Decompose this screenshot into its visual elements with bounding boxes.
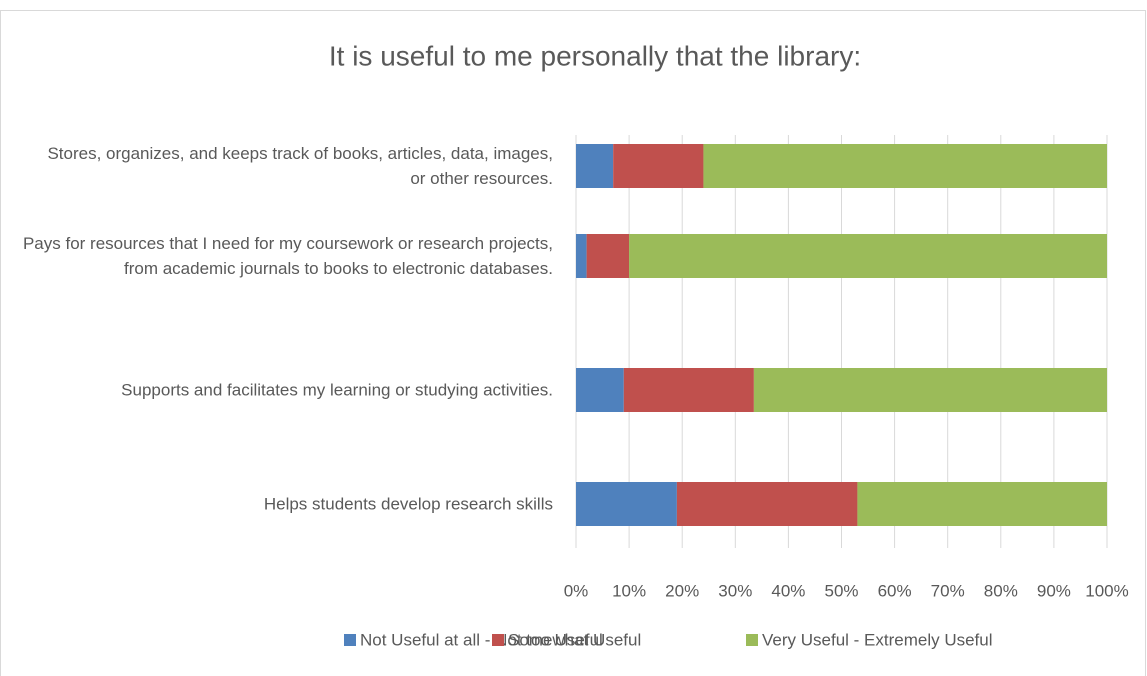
x-tick-label: 40% [771, 581, 805, 600]
chart-border [0, 10, 1146, 676]
x-tick-label: 10% [612, 581, 646, 600]
x-tick-label: 60% [878, 581, 912, 600]
bar-segment [753, 368, 1107, 412]
bar-segment [576, 482, 677, 526]
x-tick-label: 100% [1085, 581, 1128, 600]
y-tick-label: Helps students develop research skills [263, 494, 553, 514]
y-tick-label: Pays for resources that I need for my co… [22, 234, 553, 278]
x-tick-label: 0% [564, 581, 589, 600]
bar-segment [613, 144, 704, 188]
legend-swatch [746, 634, 758, 646]
bar-segment [857, 482, 1107, 526]
bar-segment [623, 368, 754, 412]
x-tick-label: 80% [984, 581, 1018, 600]
bar-segment [703, 144, 1107, 188]
bar-segment [576, 368, 624, 412]
bar-segment [586, 234, 630, 278]
bar-segment [576, 144, 614, 188]
bar-segment [676, 482, 858, 526]
chart-title: It is useful to me personally that the l… [329, 40, 861, 71]
x-tick-label: 20% [665, 581, 699, 600]
legend-label: Somewhat Useful [508, 630, 641, 649]
legend-label: Very Useful - Extremely Useful [762, 630, 993, 649]
y-tick-label: Supports and facilitates my learning or … [121, 380, 553, 400]
x-tick-label: 90% [1037, 581, 1071, 600]
legend-label: Not Useful at all - Not too Useful [360, 630, 603, 649]
x-tick-label: 30% [718, 581, 752, 600]
legend-swatch [492, 634, 504, 646]
legend-swatch [344, 634, 356, 646]
bar-segment [576, 234, 587, 278]
x-tick-label: 70% [931, 581, 965, 600]
y-tick-label: Stores, organizes, and keeps track of bo… [47, 144, 553, 188]
bar-segment [629, 234, 1107, 278]
x-tick-label: 50% [824, 581, 858, 600]
